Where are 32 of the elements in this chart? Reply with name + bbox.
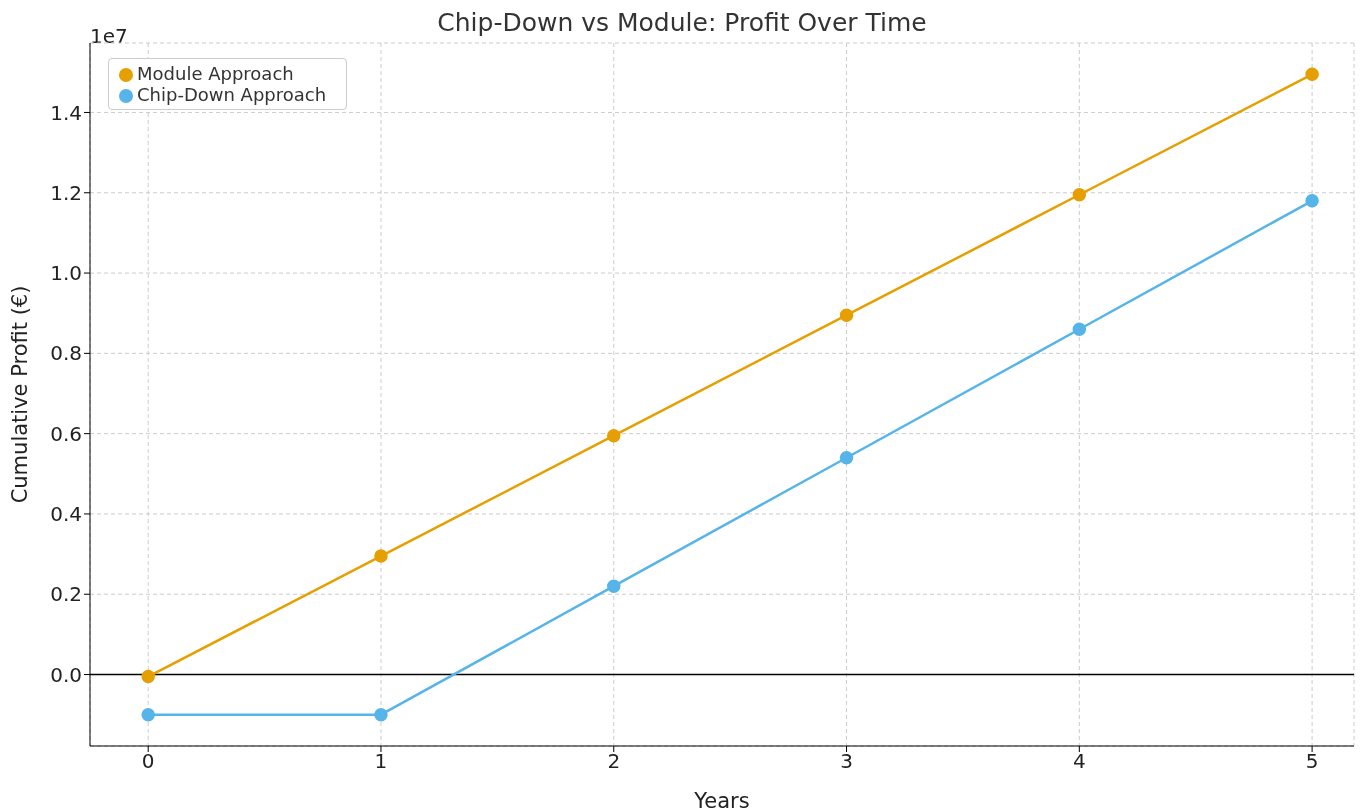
y-tick-label: 0.0 (50, 662, 82, 687)
x-tick-label: 1 (374, 749, 388, 774)
point (839, 450, 854, 465)
point (607, 428, 621, 443)
point (374, 549, 388, 563)
annotation: 1e7 (90, 24, 128, 48)
y-axis-title: Cumulative Profit (€) (8, 285, 33, 504)
x-tick-label: 5 (1305, 749, 1319, 774)
x-tick-label: 3 (840, 749, 853, 774)
point (374, 707, 388, 722)
y-tick-label: 0.2 (50, 582, 82, 607)
point (1305, 194, 1319, 208)
y-tick-label: 1.2 (50, 180, 82, 205)
point (141, 707, 155, 722)
y-tick-label: 0.4 (50, 502, 82, 527)
point (839, 308, 854, 322)
x-tick-label: 4 (1072, 749, 1086, 774)
legend-label: Chip-Down Approach (137, 84, 327, 105)
x-axis-title: Years (693, 789, 750, 809)
y-tick-label: 1.4 (50, 100, 82, 125)
point (1305, 67, 1319, 82)
point (1072, 322, 1087, 337)
x-tick-label: 0 (141, 749, 155, 774)
chart-title: Chip-Down vs Module: Profit Over Time (437, 8, 927, 37)
x-tick-label: 2 (607, 749, 621, 774)
point (1072, 188, 1087, 202)
point (607, 579, 621, 593)
y-tick-label: 0.6 (50, 421, 82, 446)
point (141, 669, 155, 684)
y-tick-label: 1.0 (50, 261, 82, 286)
legend-label: Module Approach (137, 63, 294, 84)
y-tick-label: 0.8 (50, 341, 82, 366)
